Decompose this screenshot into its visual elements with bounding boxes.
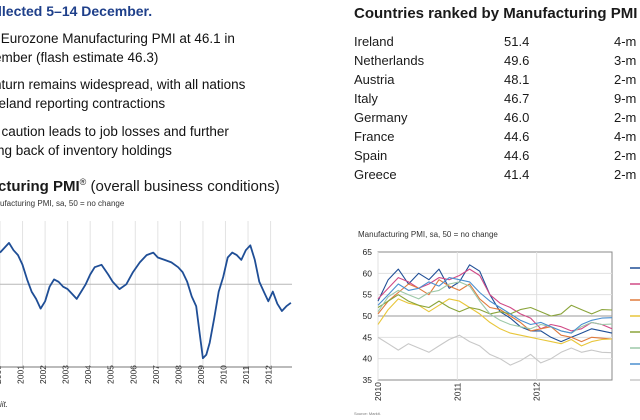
pmi-value: 46.0 — [504, 110, 530, 125]
trend-note: 3-m — [614, 53, 637, 68]
x-tick-label: 2010 — [218, 365, 228, 384]
trend-note: 4-m — [614, 129, 637, 144]
x-tick-label: 2003 — [61, 365, 71, 384]
pmi-value: 48.1 — [504, 72, 530, 87]
x-tick-label: 2004 — [83, 365, 93, 384]
bullet-1-line-2: ember (flash estimate 46.3) — [0, 49, 159, 65]
y-tick-label: 55 — [363, 290, 373, 300]
x-tick-label: 2011 — [241, 365, 251, 384]
x-tick-label: 2009 — [196, 365, 206, 384]
left-chart-subtitle: ufacturing PMI, sa, 50 = no change — [0, 199, 125, 208]
ranking-row: Spain 44.6 2-m — [354, 146, 636, 165]
trend-note: 2-m — [614, 110, 637, 125]
country-series-line — [377, 277, 613, 334]
y-tick-label: 45 — [363, 332, 373, 342]
ranking-row: Italy 46.7 9-m — [354, 89, 636, 108]
country-series-line — [377, 264, 613, 343]
country-series-line — [377, 279, 613, 343]
x-tick-label: 2011 — [452, 382, 462, 401]
trend-note: 2-m — [614, 167, 637, 182]
x-tick-label: 2007 — [151, 365, 161, 384]
trend-note: 2-m — [614, 72, 637, 87]
x-tick-label: 2000 — [0, 365, 3, 384]
y-tick-label: 65 — [363, 247, 373, 257]
right-slide: Countries ranked by Manufacturing PMI Ir… — [336, 0, 640, 420]
x-tick-label: 2010 — [373, 382, 383, 401]
bullet-1-line-1: l Eurozone Manufacturing PMI at 46.1 in — [0, 31, 235, 46]
ranking-row: Netherlands 49.6 3-m — [354, 51, 636, 70]
country-name: Netherlands — [354, 53, 425, 68]
country-name: Austria — [354, 72, 395, 87]
eurozone-pmi-chart: 2000 2001 2002 2003 2004 2005 2006 2007 2008 2009… — [0, 221, 292, 384]
pmi-value: 49.6 — [504, 53, 530, 68]
pmi-value: 41.4 — [504, 167, 530, 182]
left-slide: llected 5–14 December. l Eurozone Manufa… — [0, 0, 318, 420]
x-tick-label: 2012 — [532, 382, 542, 401]
right-chart-subtitle: Manufacturing PMI, sa, 50 = no change — [358, 230, 498, 239]
slide-heading: llected 5–14 December. — [0, 3, 153, 19]
country-name: Ireland — [354, 34, 394, 49]
trend-note: 2-m — [614, 148, 637, 163]
pmi-title-rest: (overall business conditions) — [86, 178, 280, 195]
bullet-2: nturn remains widespread, with all natio… — [0, 76, 245, 113]
pmi-value: 46.7 — [504, 91, 530, 106]
pmi-series-line — [0, 241, 292, 360]
ranking-table: Ireland 51.4 4-m Netherlands 49.6 3-m Austria 4… — [354, 32, 636, 184]
pmi-title-bold: cturing PMI — [0, 178, 80, 195]
bullet-2-line-2: reland reporting contractions — [0, 95, 166, 111]
pmi-value: 51.4 — [504, 34, 530, 49]
bullet-2-line-1: nturn remains widespread, with all natio… — [0, 77, 246, 92]
y-tick-label: 60 — [363, 268, 373, 278]
trend-note: 9-m — [614, 91, 637, 106]
ranking-row: Greece 41.4 2-m — [354, 165, 636, 184]
trend-note: 4-m — [614, 34, 637, 49]
pmi-value: 44.6 — [504, 129, 530, 144]
x-tick-label: 2002 — [38, 365, 48, 384]
ranking-row: Austria 48.1 2-m — [354, 70, 636, 89]
pmi-value: 44.6 — [504, 148, 530, 163]
country-pmi-chart: 35 40 45 50 55 60 65 2010 2011 2012 — [363, 247, 640, 401]
y-tick-label: 40 — [363, 354, 373, 364]
y-tick-label: 50 — [363, 311, 373, 321]
country-name: France — [354, 129, 395, 144]
x-tick-label: 2008 — [173, 365, 183, 384]
x-tick-label: 2005 — [106, 365, 116, 384]
left-footnote: iit. — [0, 400, 8, 409]
country-series-line — [377, 294, 613, 317]
country-series-line — [377, 334, 613, 366]
ranking-title: Countries ranked by Manufacturing PMI — [354, 5, 638, 22]
x-tick-label: 2001 — [16, 365, 26, 384]
registered-mark: ® — [79, 177, 87, 187]
right-source: Source: Markit. — [354, 411, 381, 416]
bullet-1: l Eurozone Manufacturing PMI at 46.1 in … — [0, 30, 235, 67]
ranking-row: Germany 46.0 2-m — [354, 108, 636, 127]
country-name: Greece — [354, 167, 397, 182]
x-tick-label: 2006 — [128, 365, 138, 384]
bullet-3-line-2: ing back of inventory holdings — [0, 142, 172, 158]
y-tick-label: 35 — [363, 375, 373, 385]
bullet-3-line-1: : caution leads to job losses and furthe… — [0, 124, 229, 139]
ranking-row: France 44.6 4-m — [354, 127, 636, 146]
country-name: Germany — [354, 110, 408, 125]
country-name: Spain — [354, 148, 388, 163]
pmi-chart-title: cturing PMI® (overall business condition… — [0, 177, 280, 195]
plot-area — [0, 221, 292, 367]
x-tick-label: 2012 — [264, 365, 274, 384]
bullet-3: : caution leads to job losses and furthe… — [0, 123, 229, 160]
country-name: Italy — [354, 91, 378, 106]
ranking-row: Ireland 51.4 4-m — [354, 32, 636, 51]
